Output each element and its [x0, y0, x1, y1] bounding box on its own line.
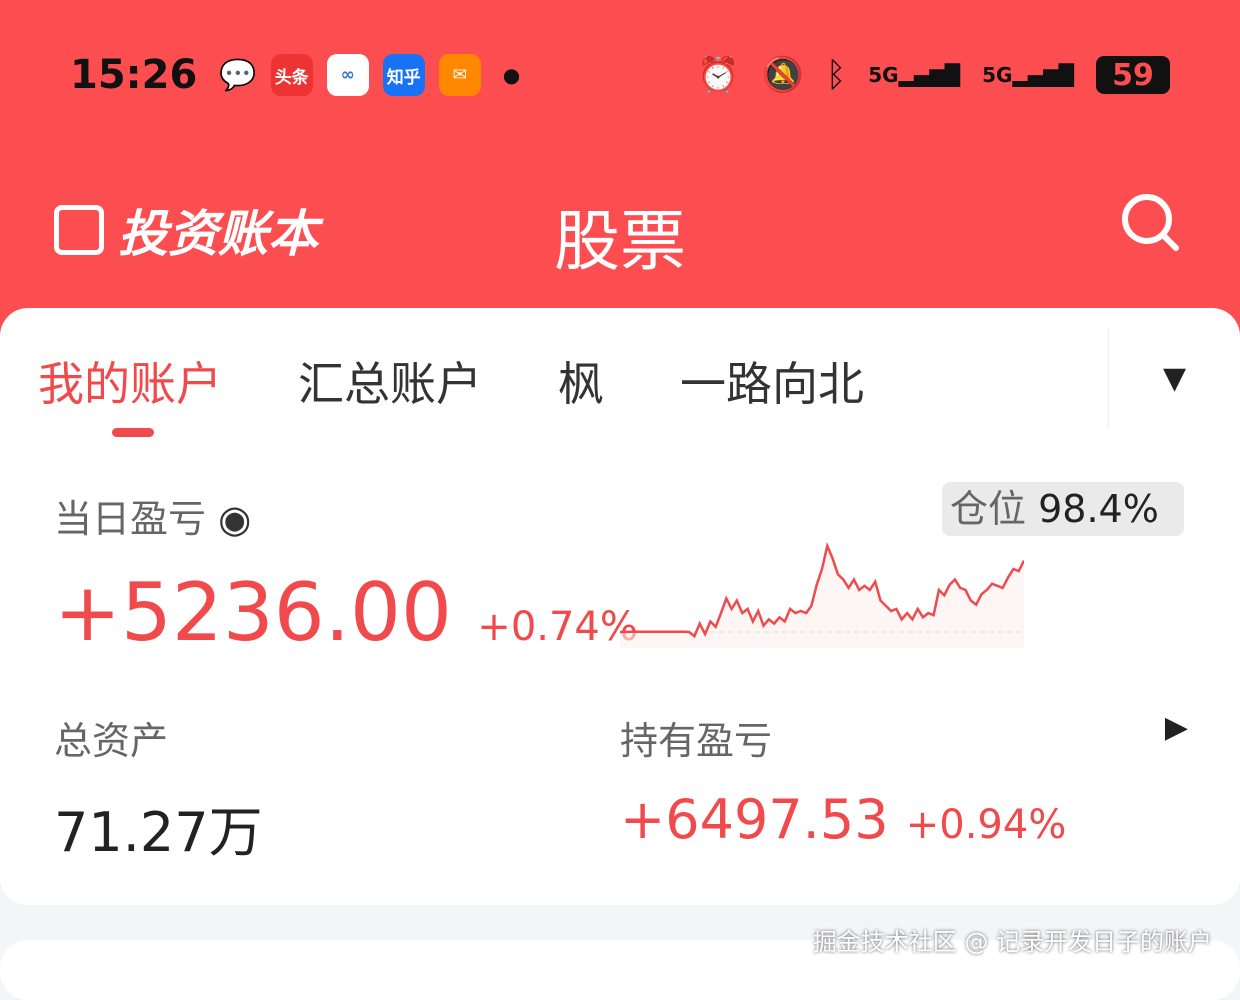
- status-bar: 15:26 💬 头条 ∞ 知乎 ✉ ● ⏰ 🔕 ᛒ 5G▂▄▆█ 5G▂▄▆█ …: [70, 50, 1170, 100]
- signal-icon: 5G▂▄▆█: [868, 63, 961, 87]
- position-badge: 仓位 98.4%: [942, 482, 1184, 536]
- daily-pnl-pct: +0.74%: [477, 604, 638, 650]
- total-assets-value: 71.27万: [54, 801, 263, 864]
- total-assets-label: 总资产: [54, 719, 169, 763]
- daily-pnl-label: 当日盈亏 ◉: [54, 488, 251, 543]
- bluetooth-icon: ᛒ: [825, 55, 847, 95]
- sparkline-line: [620, 541, 1024, 639]
- search-icon[interactable]: [1120, 192, 1180, 252]
- tabs-dropdown-button[interactable]: ▼: [1108, 328, 1240, 428]
- network-label: 5G: [982, 63, 1013, 87]
- intraday-sparkline: [620, 541, 1024, 648]
- toutiao-app-icon: 头条: [270, 54, 313, 96]
- tab-yiluxiangbei[interactable]: 一路向北: [680, 357, 864, 411]
- mail-app-icon: ✉: [438, 54, 481, 96]
- signal-icon-2: 5G▂▄▆█: [982, 63, 1074, 87]
- tab-my-account[interactable]: 我的账户: [38, 348, 222, 437]
- alarm-icon: ⏰: [697, 55, 740, 95]
- logo-text: 投资账本: [118, 205, 318, 263]
- top-banner: 15:26 💬 头条 ∞ 知乎 ✉ ● ⏰ 🔕 ᛒ 5G▂▄▆█ 5G▂▄▆█ …: [0, 0, 1240, 340]
- logo: 投资账本: [54, 194, 318, 266]
- tab-summary-account[interactable]: 汇总账户: [298, 357, 482, 411]
- app-header: 投资账本 股票: [0, 180, 1240, 280]
- chat-icon: 💬: [219, 57, 257, 93]
- caret-down-icon: ▼: [1162, 360, 1187, 396]
- app-icon: ∞: [326, 54, 369, 96]
- eye-icon[interactable]: ◉: [218, 497, 252, 541]
- dot-icon: ●: [502, 63, 521, 87]
- tab-feng[interactable]: 枫: [558, 357, 604, 411]
- zhihu-app-icon: 知乎: [382, 54, 425, 96]
- holding-pnl: +6497.53 +0.94%: [620, 788, 1066, 851]
- holding-pnl-pct: +0.94%: [905, 802, 1067, 848]
- logo-icon: [54, 205, 104, 255]
- daily-pnl: +5236.00 +0.74%: [54, 566, 638, 659]
- position-value: 98.4%: [1038, 487, 1159, 531]
- position-label: 仓位: [950, 487, 1027, 531]
- sparkline-area: [620, 545, 1024, 648]
- network-label: 5G: [868, 63, 899, 87]
- mute-bell-icon: 🔕: [761, 55, 804, 95]
- account-tabs: 我的账户 汇总账户 枫 一路向北: [38, 348, 940, 437]
- account-card: 我的账户 汇总账户 枫 一路向北 ▼ 当日盈亏 ◉ +5236.00 +0.74…: [0, 308, 1240, 905]
- holding-pnl-label: 持有盈亏: [620, 719, 773, 763]
- holding-pnl-value: +6497.53: [620, 788, 889, 851]
- page-title: 股票: [554, 203, 686, 280]
- daily-pnl-value: +5236.00: [54, 566, 452, 659]
- watermark: 掘金技术社区 @ 记录开发日子的账户: [812, 928, 1212, 956]
- daily-pnl-label-text: 当日盈亏: [54, 497, 207, 541]
- clock: 15:26: [70, 52, 198, 98]
- play-arrow-icon[interactable]: ▶: [1164, 710, 1188, 745]
- battery-icon: 59: [1096, 56, 1170, 94]
